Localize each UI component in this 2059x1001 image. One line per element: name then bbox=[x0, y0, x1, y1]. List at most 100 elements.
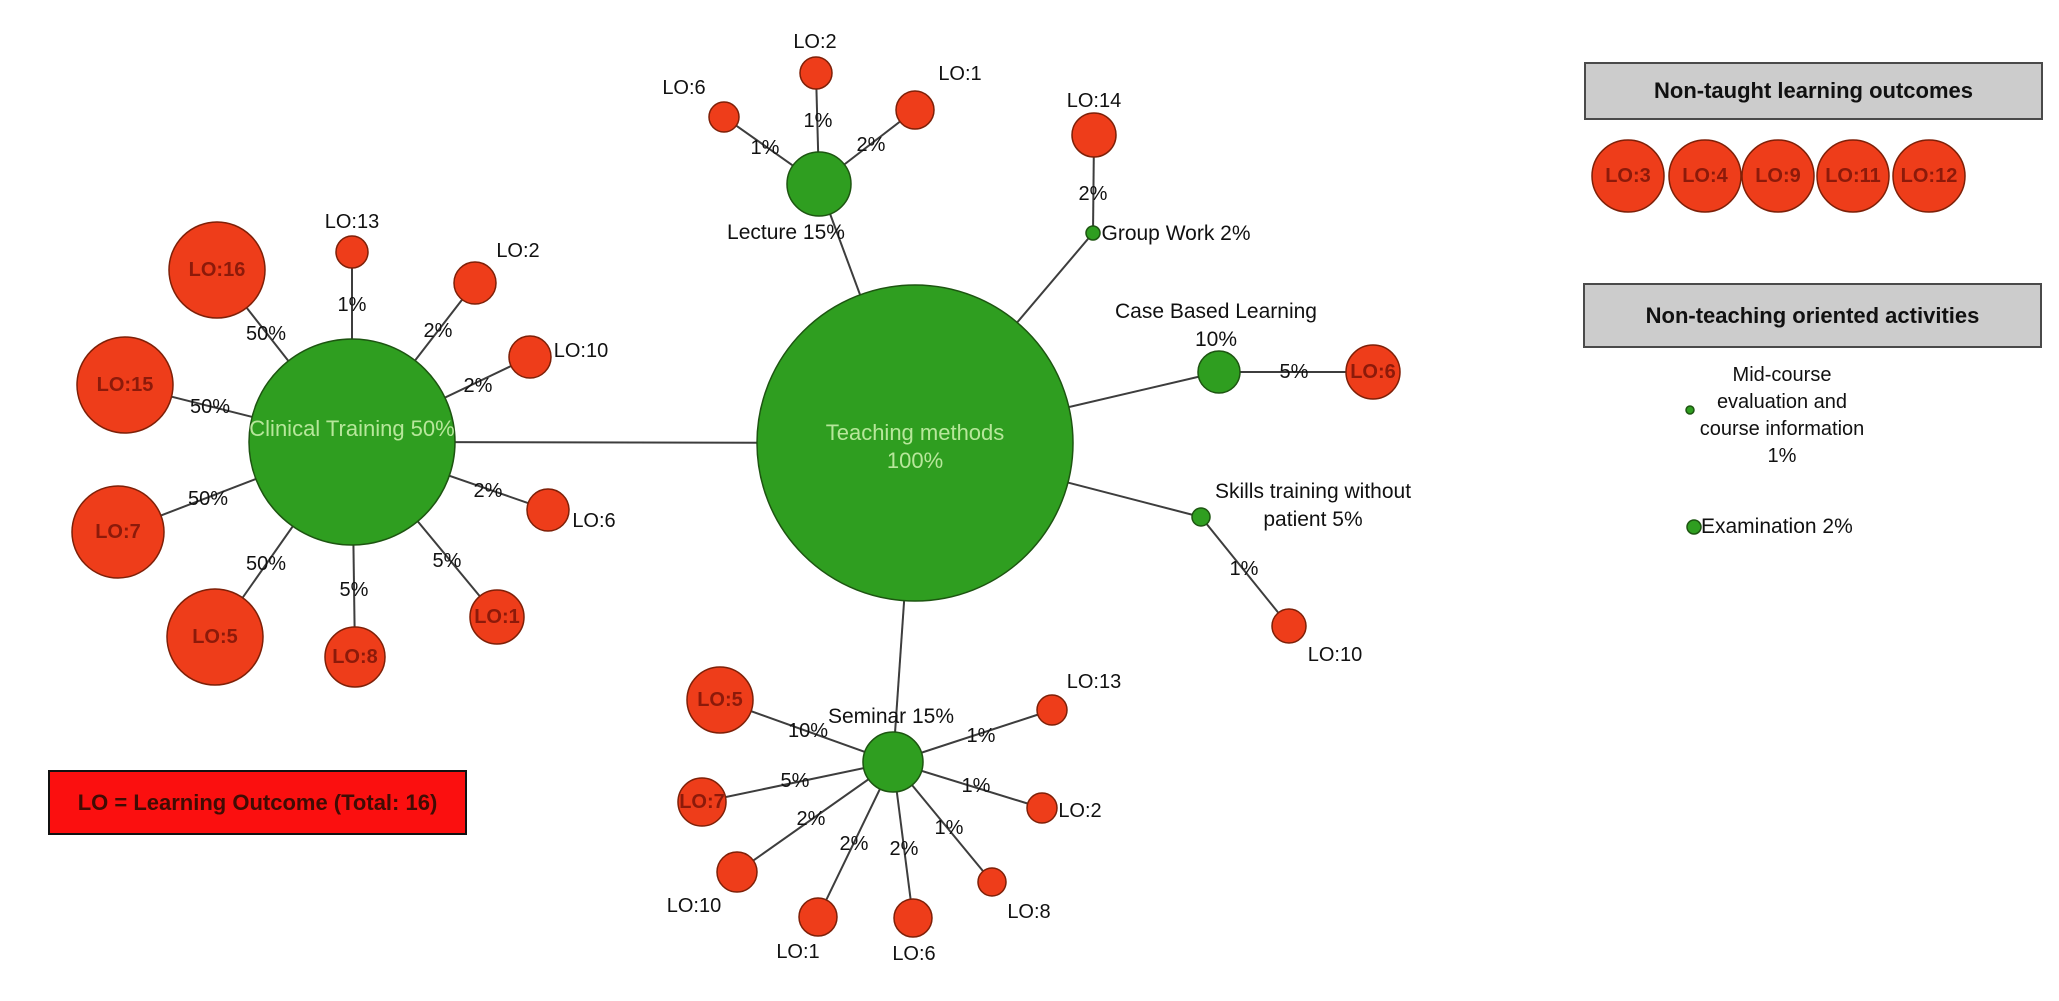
node-clinical-lo1 bbox=[469, 589, 525, 645]
label-groupwork-lo14: LO:14 bbox=[1067, 90, 1121, 112]
edge-label-clinical-training-clinical-lo16: 50% bbox=[246, 323, 286, 345]
node-lecture bbox=[786, 151, 852, 217]
edge-label-lecture-lecture-lo6: 1% bbox=[751, 137, 780, 159]
edge-label-lecture-lecture-lo1: 2% bbox=[857, 134, 886, 156]
node-lecture-lo2 bbox=[799, 56, 833, 90]
node-seminar-lo6 bbox=[893, 898, 933, 938]
label-seminar-lo5: LO:5 bbox=[697, 689, 743, 711]
node-clinical-lo5 bbox=[166, 588, 264, 686]
node-panel-lo9 bbox=[1741, 139, 1815, 213]
node-lecture-lo6 bbox=[708, 101, 740, 133]
label-clinical-lo5: LO:5 bbox=[192, 626, 238, 648]
label-clinical-training: Clinical Training 50% bbox=[249, 416, 454, 441]
label-clinical-lo13: LO:13 bbox=[325, 211, 379, 233]
label-seminar: Seminar 15% bbox=[828, 705, 954, 728]
label-panel-lo4: LO:4 bbox=[1682, 165, 1728, 187]
edge-label-clinical-training-clinical-lo5: 50% bbox=[246, 553, 286, 575]
edge-label-seminar-seminar-lo10: 2% bbox=[797, 808, 826, 830]
label-panel-lo12: LO:12 bbox=[1901, 165, 1958, 187]
label-lecture-lo2: LO:2 bbox=[793, 31, 836, 53]
label-panel-lo11: LO:11 bbox=[1825, 165, 1881, 187]
node-panel-lo11 bbox=[1816, 139, 1890, 213]
edge-label-group-work-groupwork-lo14: 2% bbox=[1079, 183, 1108, 205]
edge-label-seminar-seminar-lo1: 2% bbox=[840, 833, 869, 855]
edge-label-clinical-training-clinical-lo13: 1% bbox=[338, 294, 367, 316]
node-seminar-lo8 bbox=[977, 867, 1007, 897]
label-skills-lo10: LO:10 bbox=[1308, 644, 1362, 666]
node-groupwork-lo14 bbox=[1071, 112, 1117, 158]
node-clinical-lo13 bbox=[335, 235, 369, 269]
edge-label-seminar-seminar-lo6: 2% bbox=[890, 838, 919, 860]
edge-label-seminar-seminar-lo13: 1% bbox=[967, 725, 996, 747]
node-seminar-lo7 bbox=[677, 777, 727, 827]
edge-label-clinical-training-clinical-lo7: 50% bbox=[188, 488, 228, 510]
node-clinical-lo16 bbox=[168, 221, 266, 319]
node-case-based-learning bbox=[1197, 350, 1241, 394]
edge-label-clinical-training-clinical-lo8: 5% bbox=[340, 579, 369, 601]
label-panel-lo3: LO:3 bbox=[1605, 165, 1651, 187]
node-clinical-lo6 bbox=[526, 488, 570, 532]
node-clinical-lo10 bbox=[508, 335, 552, 379]
label-seminar-lo7: LO:7 bbox=[679, 791, 725, 813]
label-clinical-lo1: LO:1 bbox=[474, 606, 520, 628]
node-group-work bbox=[1085, 225, 1101, 241]
label-clinical-lo2: LO:2 bbox=[496, 240, 539, 262]
label-teaching-methods: Teaching methods 100% bbox=[826, 420, 1005, 473]
non-teaching-activities-header: Non-teaching oriented activities bbox=[1583, 283, 2042, 348]
edge-seminar-seminar-lo7 bbox=[701, 761, 894, 803]
non-taught-outcomes-header: Non-taught learning outcomes bbox=[1584, 62, 2043, 120]
label-seminar-lo10: LO:10 bbox=[667, 895, 721, 917]
node-seminar bbox=[862, 731, 924, 793]
label-seminar-lo6: LO:6 bbox=[892, 943, 935, 965]
node-clinical-training bbox=[248, 338, 456, 546]
node-lecture-lo1 bbox=[895, 90, 935, 130]
label-case-based-learning: Case Based Learning 10% bbox=[1115, 300, 1317, 351]
node-seminar-lo10 bbox=[716, 851, 758, 893]
edge-label-clinical-training-clinical-lo15: 50% bbox=[190, 396, 230, 418]
lo-legend-note: LO = Learning Outcome (Total: 16) bbox=[48, 770, 467, 835]
label-seminar-lo2: LO:2 bbox=[1058, 800, 1101, 822]
edge-label-seminar-seminar-lo8: 1% bbox=[935, 817, 964, 839]
midcourse-line-2: evaluation and bbox=[1716, 391, 1848, 413]
node-clinical-lo8 bbox=[324, 626, 386, 688]
label-clinical-lo10: LO:10 bbox=[554, 340, 608, 362]
label-clinical-lo8: LO:8 bbox=[332, 646, 378, 668]
edge-label-seminar-seminar-lo5: 10% bbox=[788, 720, 828, 742]
node-midcourse-dot bbox=[1685, 405, 1695, 415]
label-lecture-lo1: LO:1 bbox=[938, 63, 981, 85]
edge-skills-training-skills-lo10 bbox=[1200, 516, 1290, 627]
edge-label-clinical-training-clinical-lo1: 5% bbox=[433, 550, 462, 572]
edge-seminar-seminar-lo10 bbox=[736, 761, 894, 873]
node-skills-training bbox=[1191, 507, 1211, 527]
edge-label-clinical-training-clinical-lo2: 2% bbox=[424, 320, 453, 342]
edge-label-clinical-training-clinical-lo6: 2% bbox=[474, 480, 503, 502]
midcourse-line-3: course information bbox=[1699, 418, 1865, 440]
node-panel-lo12 bbox=[1892, 139, 1966, 213]
edge-label-skills-training-skills-lo10: 1% bbox=[1230, 558, 1259, 580]
node-seminar-lo1 bbox=[798, 897, 838, 937]
midcourse-line-1: Mid-course bbox=[1732, 364, 1832, 386]
edge-label-lecture-lecture-lo2: 1% bbox=[804, 110, 833, 132]
node-panel-lo4 bbox=[1668, 139, 1742, 213]
node-clinical-lo7 bbox=[71, 485, 165, 579]
label-clinical-lo7: LO:7 bbox=[95, 521, 141, 543]
label-cbl-lo6: LO:6 bbox=[1350, 361, 1396, 383]
node-skills-lo10 bbox=[1271, 608, 1307, 644]
midcourse-line-4: 1% bbox=[1767, 445, 1797, 467]
label-seminar-lo1: LO:1 bbox=[776, 941, 819, 963]
node-cbl-lo6 bbox=[1345, 344, 1401, 400]
node-clinical-lo15 bbox=[76, 336, 174, 434]
node-clinical-lo2 bbox=[453, 261, 497, 305]
label-clinical-lo6: LO:6 bbox=[572, 510, 615, 532]
node-teaching-methods bbox=[756, 284, 1074, 602]
label-skills-training: Skills training without patient 5% bbox=[1215, 480, 1411, 531]
node-seminar-lo5 bbox=[686, 666, 754, 734]
edge-label-case-based-learning-cbl-lo6: 5% bbox=[1280, 361, 1309, 383]
node-seminar-lo2 bbox=[1026, 792, 1058, 824]
label-lecture: Lecture 15% bbox=[727, 221, 845, 244]
edge-label-seminar-seminar-lo7: 5% bbox=[781, 770, 810, 792]
label-clinical-lo16: LO:16 bbox=[189, 259, 246, 281]
edge-label-clinical-training-clinical-lo10: 2% bbox=[464, 375, 493, 397]
